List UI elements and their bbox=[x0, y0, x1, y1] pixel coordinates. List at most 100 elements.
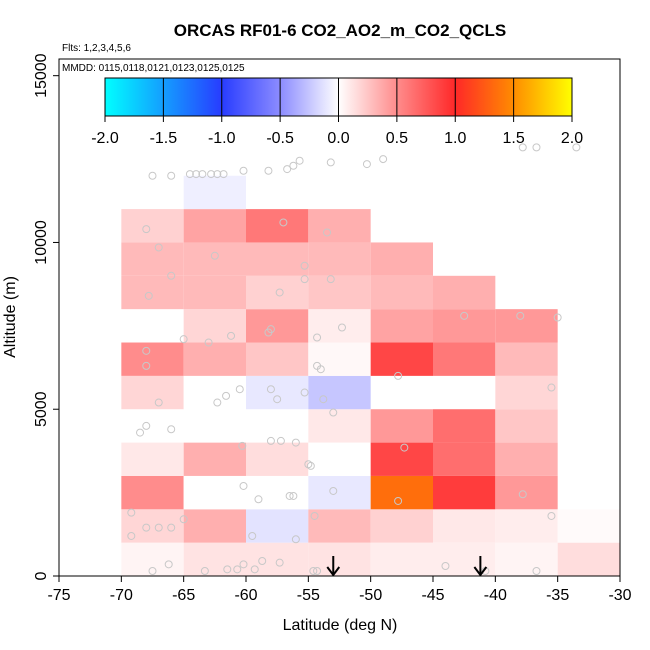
scatter-point bbox=[167, 171, 176, 180]
heatmap-cell bbox=[370, 309, 433, 343]
scatter-point bbox=[154, 398, 163, 407]
scatter-point bbox=[313, 566, 322, 575]
colorbar: -2.0 -1.5 -1.0 -0.5 0.0 0.5 1.0 1.5 2.0 bbox=[91, 77, 583, 147]
heatmap-cell bbox=[183, 509, 246, 543]
heatmap-cell bbox=[183, 442, 246, 476]
scatter-point bbox=[142, 225, 151, 234]
scatter-point bbox=[127, 531, 136, 540]
heatmap-cell bbox=[370, 542, 433, 576]
heatmap-cell bbox=[433, 309, 496, 343]
scatter-point bbox=[306, 461, 315, 470]
heatmap-cell bbox=[370, 409, 433, 443]
heatmap-cell bbox=[121, 275, 184, 310]
scatter-point bbox=[198, 170, 207, 179]
heatmap-cell bbox=[370, 242, 433, 276]
scatter-point bbox=[326, 275, 335, 284]
heatmap-cell bbox=[246, 442, 309, 476]
scatter-point bbox=[233, 565, 242, 574]
heatmap-cell bbox=[246, 475, 309, 510]
scatter-point bbox=[167, 523, 176, 532]
scatter-point bbox=[210, 251, 219, 260]
y-tick-label: 5000 bbox=[33, 391, 50, 427]
heatmap-cell bbox=[121, 409, 184, 443]
heatmap-cell bbox=[557, 542, 620, 576]
heatmap-cell bbox=[308, 409, 371, 443]
y-tick-label: 10000 bbox=[33, 220, 50, 265]
x-tick-label: -60 bbox=[234, 587, 257, 604]
scatter-point bbox=[239, 560, 248, 569]
scatter-point bbox=[460, 311, 469, 320]
scatter-point bbox=[532, 143, 541, 152]
heatmap-cell bbox=[183, 375, 246, 410]
scatter-point bbox=[441, 561, 450, 570]
scatter-point bbox=[289, 161, 298, 170]
x-tick-label: -55 bbox=[297, 587, 320, 604]
y-axis-label: Altitude (m) bbox=[2, 276, 19, 358]
heatmap-cell bbox=[246, 542, 309, 576]
heatmap-cell bbox=[308, 475, 371, 510]
heatmap-cell bbox=[246, 409, 309, 443]
colorbar-tick-label: 1.0 bbox=[444, 130, 466, 147]
heatmap-cell bbox=[183, 409, 246, 443]
scatter-point bbox=[248, 531, 257, 540]
scatter-point bbox=[142, 346, 151, 355]
scatter-points bbox=[127, 143, 581, 575]
heatmap-cell bbox=[433, 542, 496, 576]
heatmap-cell bbox=[495, 375, 558, 410]
heatmap-cell bbox=[308, 275, 371, 310]
scatter-point bbox=[285, 491, 294, 500]
heatmap-cell bbox=[246, 242, 309, 276]
heatmap-cell bbox=[121, 442, 184, 476]
heatmap-cell bbox=[183, 542, 246, 576]
scatter-point bbox=[547, 511, 556, 520]
scatter-point bbox=[148, 171, 157, 180]
scatter-point bbox=[192, 170, 201, 179]
scatter-point bbox=[283, 165, 292, 174]
scatter-point bbox=[304, 460, 313, 469]
y-tick-label: 15000 bbox=[33, 53, 50, 98]
scatter-point bbox=[394, 496, 403, 505]
scatter-point bbox=[185, 170, 194, 179]
heatmap-cell bbox=[495, 509, 558, 543]
heatmap-cell bbox=[121, 375, 184, 410]
scatter-point bbox=[250, 565, 259, 574]
scatter-point bbox=[310, 511, 319, 520]
y-axis: 0 5000 10000 15000 bbox=[33, 53, 59, 580]
scatter-point bbox=[516, 311, 525, 320]
heatmap-cell bbox=[246, 309, 309, 343]
scatter-point bbox=[379, 155, 388, 164]
scatter-point bbox=[300, 388, 309, 397]
colorbar-tick-label: 0.0 bbox=[327, 130, 349, 147]
scatter-point bbox=[275, 288, 284, 297]
scatter-point bbox=[154, 243, 163, 252]
heatmap-cell bbox=[183, 309, 246, 343]
colorbar-tick-label: -2.0 bbox=[91, 130, 119, 147]
x-tick-label: -35 bbox=[546, 587, 569, 604]
scatter-point bbox=[213, 398, 222, 407]
scatter-point bbox=[207, 170, 216, 179]
scatter-point bbox=[223, 565, 232, 574]
scatter-point bbox=[142, 361, 151, 370]
heatmap-cell bbox=[370, 342, 433, 376]
x-axis: -75 -70 -65 -60 -55 -50 -45 -40 -35 -30 bbox=[47, 576, 632, 604]
heatmap-cell bbox=[495, 309, 558, 343]
scatter-point bbox=[273, 395, 282, 404]
heatmap-cell bbox=[557, 509, 620, 543]
heatmap-cell bbox=[433, 509, 496, 543]
scatter-point bbox=[532, 566, 541, 575]
scatter-point bbox=[127, 508, 136, 517]
scatter-point bbox=[258, 556, 267, 565]
scatter-point bbox=[179, 515, 188, 524]
plot-frame bbox=[58, 58, 621, 577]
x-tick-label: -70 bbox=[110, 587, 133, 604]
heatmap-cell bbox=[495, 409, 558, 443]
scatter-point bbox=[326, 158, 335, 167]
x-tick-label: -30 bbox=[608, 587, 631, 604]
scatter-point bbox=[235, 385, 244, 394]
heatmap-cell bbox=[495, 475, 558, 510]
dates-note: MMDD: 0115,0118,0121,0123,0125,0125 bbox=[62, 63, 245, 74]
scatter-point bbox=[238, 441, 247, 450]
x-tick-label: -65 bbox=[172, 587, 195, 604]
arrow-head bbox=[473, 566, 488, 577]
